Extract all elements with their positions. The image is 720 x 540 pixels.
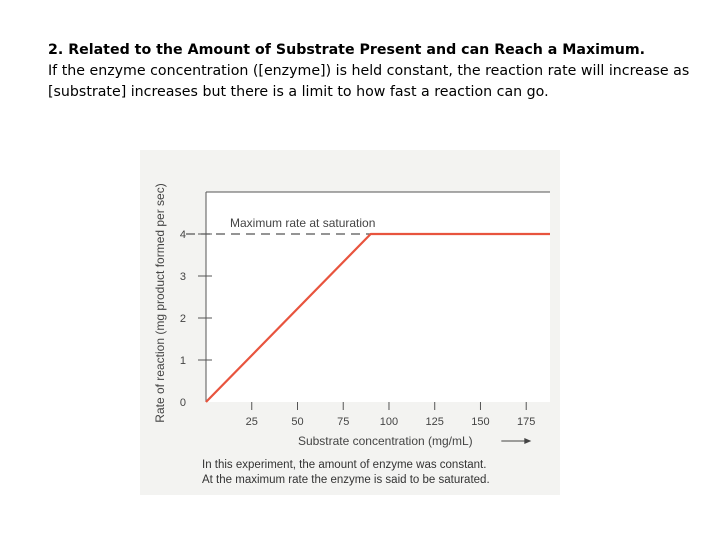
x-axis-label: Substrate concentration (mg/mL) xyxy=(298,434,473,448)
rate-vs-substrate-chart: 0 1 2 3 4 25 50 75 100 125 150 175 Maximum rate at s… xyxy=(153,183,550,448)
rate-curve xyxy=(205,232,550,403)
x-tick-label-125: 125 xyxy=(426,416,444,428)
x-tick-label-50: 50 xyxy=(291,416,303,428)
y-tick-label-3: 3 xyxy=(180,271,186,283)
y-tick-label-4: 4 xyxy=(180,229,186,241)
x-tick-label-25: 25 xyxy=(246,416,258,428)
x-tick-label-150: 150 xyxy=(471,416,489,428)
y-axis-label: Rate of reaction (mg product formed per … xyxy=(153,183,167,422)
slide-body-text: If the enzyme concentration ([enzyme]) i… xyxy=(48,63,690,100)
x-tick-label-175: 175 xyxy=(517,416,535,428)
y-tick-label-0: 0 xyxy=(180,397,186,409)
plot-area xyxy=(206,192,550,402)
y-tick-label-1: 1 xyxy=(180,355,186,367)
x-axis-arrow-head xyxy=(524,438,532,444)
figure-caption: In this experiment, the amount of enzyme… xyxy=(202,458,552,488)
y-tick-label-2: 2 xyxy=(180,313,186,325)
saturation-annotation: Maximum rate at saturation xyxy=(230,216,375,230)
caption-line-1: In this experiment, the amount of enzyme… xyxy=(202,459,487,471)
slide-heading: 2. Related to the Amount of Substrate Pr… xyxy=(48,42,646,58)
caption-line-2: At the maximum rate the enzyme is said t… xyxy=(202,474,490,486)
x-tick-label-75: 75 xyxy=(337,416,349,428)
enzyme-rate-figure: 0 1 2 3 4 25 50 75 100 125 150 175 Maximum rate at s… xyxy=(140,150,560,495)
slide-text: 2. Related to the Amount of Substrate Pr… xyxy=(48,40,708,103)
x-tick-label-100: 100 xyxy=(380,416,398,428)
